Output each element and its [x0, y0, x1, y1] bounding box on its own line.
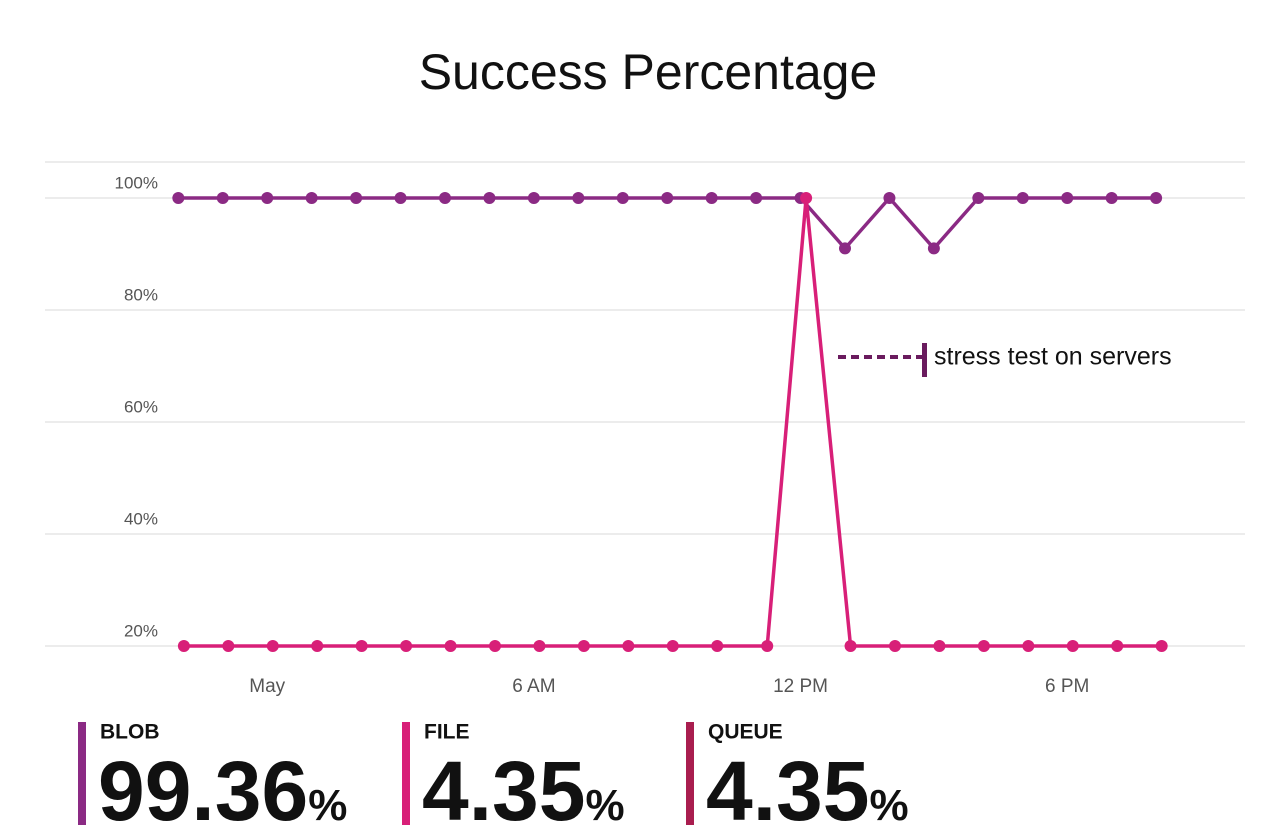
- data-point: [977, 640, 990, 652]
- y-tick-label: 80%: [124, 285, 158, 304]
- annotation-text: stress test on servers: [934, 343, 1172, 371]
- data-point: [622, 640, 635, 652]
- chart-title: Success Percentage: [419, 44, 878, 100]
- kpi-bar: [402, 722, 410, 825]
- data-point: [972, 192, 985, 204]
- kpi-number: 4.35: [706, 744, 870, 832]
- data-point: [261, 192, 274, 204]
- kpi-label: QUEUE: [708, 721, 783, 744]
- data-point: [222, 640, 235, 652]
- data-point: [483, 192, 496, 204]
- x-tick-label: 12 PM: [773, 676, 828, 697]
- data-point: [266, 640, 279, 652]
- data-point: [533, 640, 546, 652]
- x-tick-label: 6 AM: [512, 676, 555, 697]
- data-point: [400, 640, 413, 652]
- y-tick-label: 40%: [124, 509, 158, 528]
- data-point: [1022, 640, 1035, 652]
- data-point: [355, 640, 368, 652]
- data-point: [444, 640, 457, 652]
- data-point: [1150, 192, 1163, 204]
- y-tick-label: 60%: [124, 397, 158, 416]
- data-point: [572, 192, 585, 204]
- data-point: [661, 192, 674, 204]
- kpi-number: 99.36: [98, 744, 308, 832]
- data-point: [439, 192, 451, 204]
- kpi-unit: %: [870, 781, 909, 830]
- data-point: [1016, 192, 1029, 204]
- data-point: [177, 640, 190, 652]
- kpi-value: 4.35%: [422, 744, 625, 832]
- data-point: [761, 640, 774, 652]
- kpi-label: BLOB: [100, 721, 160, 744]
- data-point: [883, 192, 896, 204]
- data-point: [1155, 640, 1168, 652]
- data-point: [305, 192, 318, 204]
- data-point: [711, 640, 724, 652]
- data-point: [839, 242, 851, 255]
- series-line: [178, 196, 1157, 251]
- data-point: [616, 192, 629, 204]
- data-point: [933, 640, 946, 652]
- data-point: [216, 192, 229, 204]
- kpi-unit: %: [308, 781, 347, 830]
- x-tick-label: 6 PM: [1045, 676, 1089, 697]
- data-point: [172, 192, 185, 204]
- data-point: [1105, 192, 1118, 204]
- kpi-bar: [78, 722, 86, 825]
- kpi-label: FILE: [424, 721, 470, 744]
- data-point: [489, 640, 501, 652]
- kpi-number: 4.35: [422, 744, 586, 832]
- data-point: [527, 192, 540, 204]
- data-point: [750, 192, 763, 204]
- data-point: [705, 192, 718, 204]
- data-point: [394, 192, 407, 204]
- data-point: [927, 242, 940, 255]
- data-point: [889, 640, 901, 652]
- y-tick-label: 100%: [115, 173, 158, 192]
- data-point: [311, 640, 324, 652]
- data-point: [577, 640, 590, 652]
- kpi-value: 99.36%: [98, 744, 347, 832]
- kpi-bar: [686, 722, 694, 825]
- x-tick-label: May: [249, 676, 285, 697]
- data-point: [350, 192, 363, 204]
- data-point: [666, 640, 679, 652]
- data-point: [1066, 640, 1079, 652]
- data-point: [800, 192, 813, 204]
- annotation-marker: [922, 343, 927, 377]
- kpi-unit: %: [586, 781, 625, 830]
- y-tick-label: 20%: [124, 621, 158, 640]
- kpi-value: 4.35%: [706, 744, 909, 832]
- data-point: [1061, 192, 1074, 204]
- data-point: [1111, 640, 1124, 652]
- data-point: [844, 640, 857, 652]
